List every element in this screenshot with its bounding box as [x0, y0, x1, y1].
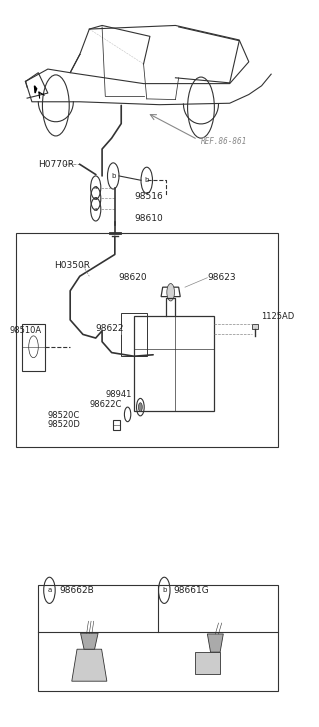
Text: 98623: 98623 [207, 273, 236, 282]
Text: 98516: 98516 [134, 192, 163, 201]
Text: H0770R: H0770R [38, 160, 74, 169]
Polygon shape [252, 324, 258, 329]
Text: 98941: 98941 [105, 390, 132, 399]
Text: a: a [47, 587, 52, 593]
Polygon shape [80, 633, 98, 649]
Bar [22, 324, 45, 371]
Text: 98622: 98622 [96, 324, 124, 333]
Polygon shape [72, 649, 107, 681]
Text: 98520D: 98520D [48, 420, 81, 429]
Polygon shape [195, 652, 220, 674]
Text: b: b [145, 177, 149, 183]
Text: 1125AD: 1125AD [262, 312, 295, 321]
Polygon shape [34, 86, 37, 93]
Text: H0350R: H0350R [54, 261, 90, 270]
Circle shape [167, 284, 174, 301]
Bar [121, 313, 147, 356]
Text: 98661G: 98661G [174, 586, 210, 595]
Text: 98520C: 98520C [48, 411, 80, 420]
Bar [16, 233, 278, 447]
Text: 98662B: 98662B [59, 586, 94, 595]
Text: a: a [94, 196, 98, 201]
Text: b: b [162, 587, 167, 593]
Text: a: a [94, 185, 98, 190]
Text: b: b [111, 173, 115, 179]
Text: 98622C: 98622C [89, 401, 122, 409]
Text: 98610: 98610 [134, 214, 163, 222]
Polygon shape [207, 634, 223, 652]
Bar [134, 316, 214, 411]
Circle shape [138, 403, 142, 411]
Bar [38, 585, 278, 691]
Text: a: a [94, 207, 98, 212]
Text: 98620: 98620 [118, 273, 147, 282]
Text: REF.86-861: REF.86-861 [201, 137, 247, 145]
Text: 98510A: 98510A [10, 326, 42, 335]
